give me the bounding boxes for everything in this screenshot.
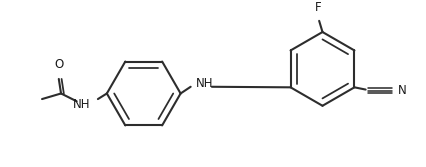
Text: N: N	[398, 84, 407, 97]
Text: NH: NH	[72, 98, 90, 111]
Text: O: O	[54, 58, 63, 71]
Text: NH: NH	[196, 77, 214, 90]
Text: F: F	[315, 1, 321, 14]
